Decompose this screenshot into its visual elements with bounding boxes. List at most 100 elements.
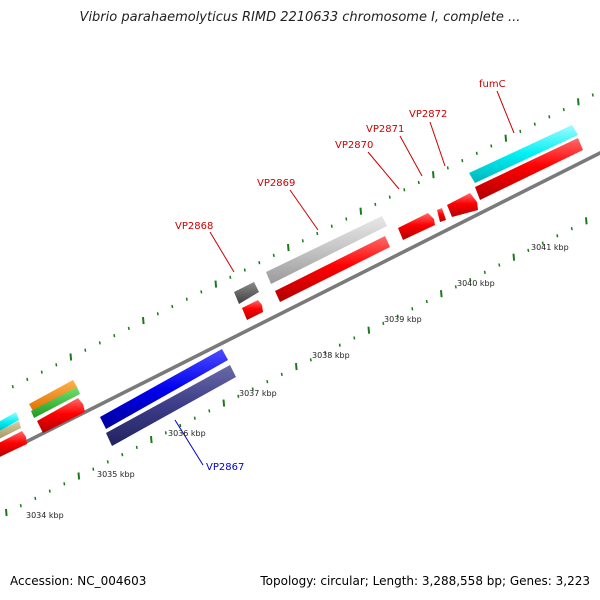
scale-tick xyxy=(570,226,573,231)
gene-arrow[interactable] xyxy=(475,138,583,200)
scale-tick xyxy=(150,436,153,444)
scale-tick xyxy=(92,467,95,471)
gene-arrow[interactable] xyxy=(31,387,80,418)
gene-arrow[interactable] xyxy=(242,300,263,320)
scale-tick xyxy=(440,290,443,298)
scale-tick xyxy=(374,202,377,207)
scale-tick xyxy=(266,380,269,384)
feature-label-fumc[interactable]: fumC xyxy=(479,79,506,90)
scale-tick xyxy=(272,253,275,258)
scale-tick xyxy=(251,387,254,391)
scale-tick xyxy=(330,224,333,228)
scale-tick xyxy=(483,270,486,274)
scale-tick xyxy=(171,304,174,309)
scale-tick xyxy=(396,314,399,318)
feature-label-vp2868[interactable]: VP2868 xyxy=(175,221,213,232)
gene-arrow[interactable] xyxy=(0,421,21,440)
scale-tick xyxy=(425,299,428,304)
feature-label-vp2867[interactable]: VP2867 xyxy=(206,462,244,473)
scale-tick xyxy=(127,326,130,331)
scale-tick xyxy=(562,107,565,112)
scale-tick xyxy=(179,423,182,428)
scale-tick xyxy=(504,134,508,142)
scale-tick xyxy=(5,508,8,517)
scale-tick xyxy=(417,180,420,185)
scale-tick xyxy=(527,248,530,253)
scale-tick xyxy=(591,93,594,97)
scale-tick xyxy=(222,399,226,407)
scale-tick xyxy=(55,363,58,367)
scale-tick xyxy=(577,98,580,106)
scale-tick xyxy=(338,343,341,347)
gene-arrow[interactable] xyxy=(100,349,228,429)
scale-tick xyxy=(432,171,435,179)
gene-arrow[interactable] xyxy=(234,282,259,304)
map-title: Vibrio parahaemolyticus RIMD 2210633 chr… xyxy=(79,10,521,25)
scale-tick xyxy=(367,326,371,334)
scale-tick xyxy=(585,217,588,225)
scale-tick xyxy=(316,231,319,236)
feature-label-vp2872[interactable]: VP2872 xyxy=(409,109,447,120)
gene-arrow[interactable] xyxy=(37,398,85,433)
scale-tick xyxy=(214,280,218,288)
scale-tick xyxy=(135,445,138,450)
scale-tick xyxy=(403,188,406,192)
scale-tick xyxy=(121,453,124,457)
scale-tick xyxy=(469,277,472,282)
scale-tick xyxy=(353,336,356,340)
scale-tick xyxy=(490,144,493,148)
scale-tick xyxy=(11,385,14,389)
scale-tick xyxy=(77,472,81,480)
scale-tick xyxy=(69,353,73,361)
scale-tick xyxy=(142,317,145,325)
gene-arrow[interactable] xyxy=(266,216,387,284)
gene-arrow[interactable] xyxy=(29,380,77,411)
scale-tick xyxy=(548,115,551,119)
scale-tick xyxy=(19,504,22,508)
gene-arrow[interactable] xyxy=(0,431,27,458)
scale-label: 3037 kbp xyxy=(239,389,277,398)
scale-tick xyxy=(541,241,544,245)
scale-tick xyxy=(301,239,304,243)
scale-tick xyxy=(324,350,327,355)
scale-tick xyxy=(359,207,363,215)
scale-tick xyxy=(461,158,464,163)
feature-label-vp2870[interactable]: VP2870 xyxy=(335,140,373,151)
genome-backbone xyxy=(0,151,600,457)
gene-arrow[interactable] xyxy=(275,236,390,302)
feature-tracks[interactable] xyxy=(0,125,583,458)
accession-text: Accession: NC_004603 xyxy=(10,574,147,588)
scale-tick xyxy=(164,431,167,435)
scale-tick xyxy=(200,290,203,294)
scale-tick xyxy=(84,348,87,352)
scale-tick xyxy=(98,341,101,345)
gene-arrow[interactable] xyxy=(398,213,435,240)
scale-label: 3035 kbp xyxy=(97,470,135,479)
gene-arrow[interactable] xyxy=(437,208,446,222)
scale-tick xyxy=(258,261,261,265)
gene-arrow[interactable] xyxy=(469,125,578,183)
scale-tick xyxy=(556,234,559,238)
gene-arrow[interactable] xyxy=(0,412,19,432)
genome-summary-text: Topology: circular; Length: 3,288,558 bp… xyxy=(260,574,590,588)
gene-arrow[interactable] xyxy=(447,193,478,217)
feature-label-vp2869[interactable]: VP2869 xyxy=(257,178,295,189)
feature-label-vp2871[interactable]: VP2871 xyxy=(366,124,404,135)
gene-arrow[interactable] xyxy=(106,365,236,446)
scale-tick xyxy=(185,297,188,301)
scale-tick xyxy=(48,489,51,493)
scale-tick xyxy=(156,312,159,316)
scale-tick xyxy=(113,334,116,338)
scale-tick xyxy=(309,358,312,362)
scale-label: 3040 kbp xyxy=(457,279,495,288)
scale-tick xyxy=(519,129,522,134)
scale-label: 3039 kbp xyxy=(384,315,422,324)
scale-label: 3038 kbp xyxy=(312,351,350,360)
scale-tick xyxy=(295,363,298,371)
scale-tick xyxy=(512,253,516,261)
scale-tick xyxy=(498,263,501,267)
scale-tick xyxy=(34,496,37,501)
scale-tick xyxy=(287,244,290,252)
scale-tick xyxy=(345,217,348,221)
